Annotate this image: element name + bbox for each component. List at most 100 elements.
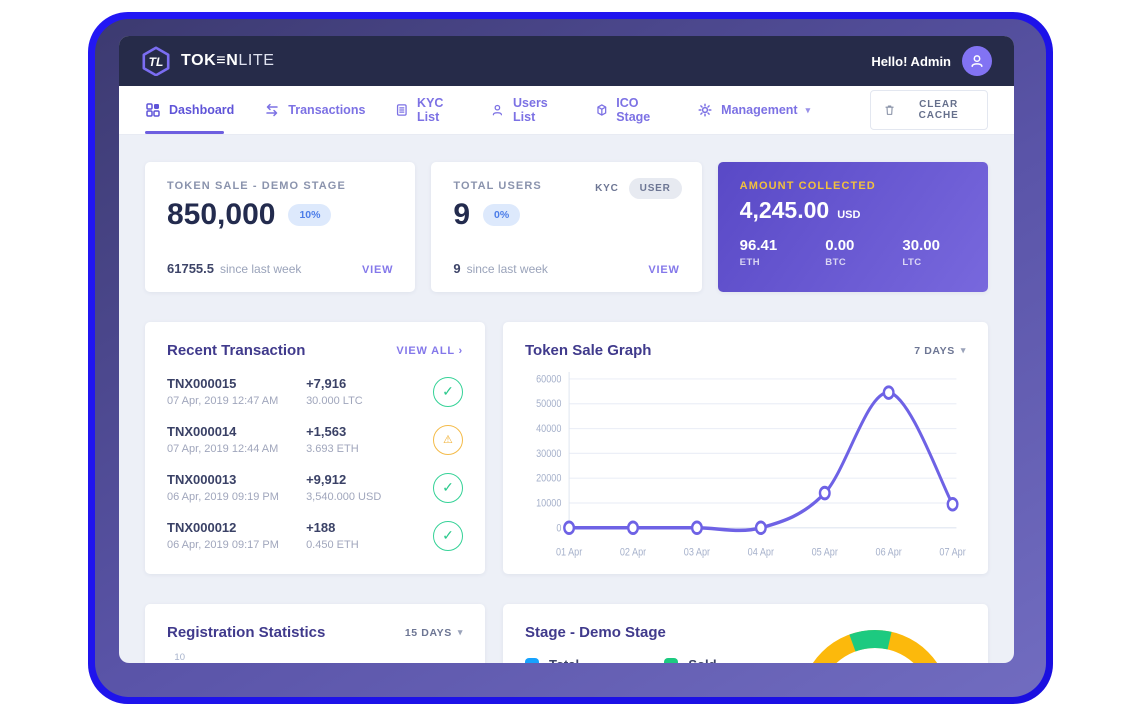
svg-text:04 Apr: 04 Apr [748, 547, 775, 559]
amount-collected-value: 4,245.00 [739, 197, 830, 223]
device-frame-inner: TL TOK≡NLITE Hello! Admin [95, 19, 1046, 697]
main-content: TOKEN SALE - DEMO STAGE 850,000 10% 6175… [119, 134, 1014, 663]
registration-range-selector[interactable]: 15 DAYS ▾ [404, 626, 463, 639]
legend-sold: Sold 77,721 * [664, 657, 733, 663]
gear-icon [698, 103, 712, 117]
nav-item-transactions[interactable]: Transactions [264, 86, 365, 134]
recent-transactions-title: Recent Transaction [167, 342, 306, 359]
token-sale-line-chart: 0 10000 20000 30000 40000 50000 60000 01 Apr 02 … [536, 371, 966, 559]
brand-name: TOK≡NLITE [181, 52, 275, 69]
svg-text:01 Apr: 01 Apr [556, 547, 583, 559]
token-sale-badge: 10% [288, 204, 332, 226]
token-sale-label: TOKEN SALE - DEMO STAGE [167, 180, 346, 192]
user-avatar[interactable] [962, 46, 992, 76]
total-swatch [525, 657, 539, 663]
success-check-icon: ✓ [432, 472, 463, 503]
dashboard-grid-icon [146, 103, 160, 117]
bar-chart-ytick: 10 [174, 652, 185, 663]
chevron-down-icon: ▾ [805, 104, 811, 115]
amount-collected-unit: USD [837, 209, 861, 221]
swap-arrows-icon [266, 103, 279, 117]
nav-item-management[interactable]: Management ▾ [697, 86, 810, 134]
transaction-detail: 0.450 ETH [306, 539, 359, 551]
transaction-detail: 30.000 LTC [306, 395, 363, 407]
chevron-down-icon: ▾ [457, 627, 463, 637]
toggle-kyc-option[interactable]: KYC [595, 183, 619, 194]
total-users-card: TOTAL USERS KYC USER 9 0% 9 since last w… [431, 162, 702, 292]
registration-statistics-card: Registration Statistics 15 DAYS ▾ 108 [145, 604, 485, 663]
transaction-date: 07 Apr, 2019 12:44 AM [167, 443, 279, 455]
graph-range-selector[interactable]: 7 DAYS ▾ [914, 344, 966, 357]
total-users-label: TOTAL USERS [453, 180, 542, 192]
nav-item-ico-stage[interactable]: ICO Stage [595, 86, 668, 134]
svg-text:60000: 60000 [536, 374, 562, 386]
svg-text:30000: 30000 [536, 448, 562, 460]
svg-text:0: 0 [556, 523, 561, 535]
transaction-id: TNX000013 [167, 472, 237, 487]
token-sale-graph-title: Token Sale Graph [525, 342, 652, 359]
transaction-list: TNX000015 07 Apr, 2019 12:47 AM +7,916 30.0… [167, 376, 463, 551]
cube-icon [596, 104, 606, 116]
amount-collected-card: AMOUNT COLLECTED 4,245.00 USD 96.41 ETH [717, 162, 988, 292]
total-users-delta-note: since last week [466, 262, 548, 276]
token-sale-view-link[interactable]: VIEW [362, 264, 394, 276]
transaction-amount: +7,916 [306, 376, 347, 391]
token-sale-graph-card: Token Sale Graph 7 DAYS ▾ 0 10000 20000 300… [503, 322, 988, 574]
token-sale-delta-note: since last week [220, 262, 302, 276]
svg-text:20000: 20000 [536, 473, 562, 485]
total-users-badge: 0% [483, 204, 521, 226]
chevron-right-icon: › [458, 344, 463, 357]
person-icon [971, 55, 983, 67]
stage-title: Stage - Demo Stage [525, 624, 666, 641]
chevron-down-icon: ▾ [960, 345, 966, 355]
main-nav: Dashboard Transactions KYC List [119, 86, 1014, 134]
nav-item-users-list[interactable]: Users List [491, 86, 564, 134]
transaction-date: 06 Apr, 2019 09:19 PM [167, 491, 279, 503]
transaction-row: TNX000014 07 Apr, 2019 12:44 AM +1,563 3.69… [167, 424, 463, 455]
clear-cache-button[interactable]: CLEAR CACHE [870, 90, 988, 130]
btc-amount: 0.00 BTC [825, 237, 855, 268]
toggle-user-option[interactable]: USER [628, 178, 682, 199]
svg-text:03 Apr: 03 Apr [684, 547, 711, 559]
greeting-text: Hello! Admin [871, 53, 951, 69]
trash-icon [885, 105, 894, 115]
transaction-amount: +1,563 [306, 424, 347, 439]
transaction-amount: +9,912 [306, 472, 347, 487]
view-all-link[interactable]: VIEW ALL › [396, 344, 463, 357]
legend-total: Total 850,000 [525, 657, 592, 663]
stage-legend: Total 850,000 Sold 77,721 * [525, 657, 966, 663]
svg-text:10000: 10000 [536, 498, 562, 510]
token-sale-value: 850,000 [167, 198, 276, 231]
app-header: TL TOK≡NLITE Hello! Admin [119, 36, 1014, 86]
svg-text:05 Apr: 05 Apr [812, 547, 839, 559]
svg-text:06 Apr: 06 Apr [876, 547, 903, 559]
warning-triangle-icon: ⚠ [432, 424, 463, 455]
device-frame: TL TOK≡NLITE Hello! Admin [88, 12, 1053, 704]
transaction-amount: +188 [306, 520, 336, 535]
token-sale-delta: 61755.5 [167, 261, 214, 276]
svg-text:07 Apr: 07 Apr [939, 547, 966, 559]
nav-item-dashboard[interactable]: Dashboard [145, 86, 234, 134]
tokenlite-hexagon-icon: TL [142, 46, 170, 76]
app-window: TL TOK≡NLITE Hello! Admin [119, 36, 1014, 663]
svg-text:50000: 50000 [536, 399, 562, 411]
transaction-row: TNX000012 06 Apr, 2019 09:17 PM +188 0.450 … [167, 520, 463, 551]
sold-swatch [664, 657, 679, 663]
transaction-id: TNX000015 [167, 376, 237, 391]
svg-text:40000: 40000 [536, 423, 562, 435]
total-users-view-link[interactable]: VIEW [648, 264, 680, 276]
registration-bar-chart: 108 [167, 652, 463, 663]
transaction-row: TNX000015 07 Apr, 2019 12:47 AM +7,916 30.0… [167, 376, 463, 407]
recent-transactions-card: Recent Transaction VIEW ALL › TNX000015 0… [145, 322, 485, 574]
total-users-delta: 9 [453, 261, 461, 276]
transaction-id: TNX000012 [167, 520, 237, 535]
transaction-detail: 3,540.000 USD [306, 491, 382, 503]
total-users-value: 9 [453, 198, 471, 231]
eth-amount: 96.41 ETH [739, 237, 778, 268]
list-document-icon [397, 104, 408, 116]
ltc-amount: 30.00 LTC [902, 237, 940, 268]
transaction-id: TNX000014 [167, 424, 237, 439]
success-check-icon: ✓ [432, 376, 463, 407]
users-kyc-toggle: KYC USER [595, 178, 682, 199]
nav-item-kyc-list[interactable]: KYC List [395, 86, 461, 134]
